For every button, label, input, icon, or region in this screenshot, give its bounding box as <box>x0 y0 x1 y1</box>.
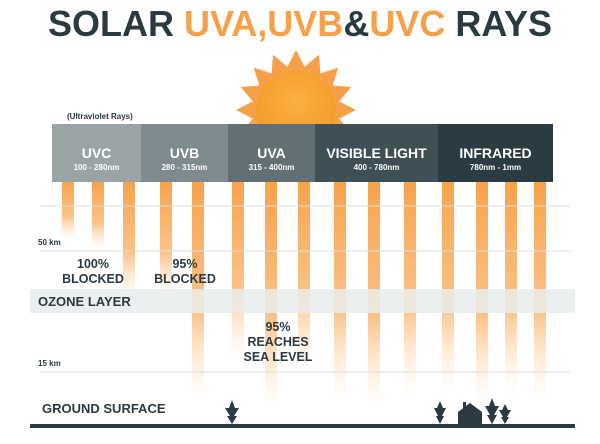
altitude-label: 50 km <box>38 238 61 247</box>
ozone-band <box>30 289 575 313</box>
ray <box>442 182 454 390</box>
annotation-line: BLOCKED <box>154 272 216 286</box>
scenery <box>225 398 511 424</box>
annotation-line: BLOCKED <box>62 272 124 286</box>
band-label: VISIBLE LIGHT <box>326 145 427 161</box>
title-part: RAYS <box>455 3 552 44</box>
annotation-line: REACHES <box>247 335 308 349</box>
ozone-label: OZONE LAYER <box>38 294 131 309</box>
band-range: 315 - 400nm <box>249 163 295 172</box>
annotation-line: 95% <box>172 257 197 271</box>
ray <box>123 182 135 300</box>
ray <box>232 182 244 360</box>
ground-label: GROUND SURFACE <box>42 401 166 416</box>
ray <box>404 182 416 395</box>
title-part: UVC <box>369 3 445 44</box>
band <box>315 124 438 182</box>
title-part: & <box>343 3 369 44</box>
band-label: UVA <box>257 145 286 161</box>
title-part: SOLAR <box>48 3 174 44</box>
band-range: 100 - 280nm <box>74 163 120 172</box>
band-range: 780nm - 1mm <box>470 163 521 172</box>
band <box>438 124 553 182</box>
spectrum-bar: UVC 100 - 280nm UVB 280 - 315nm UVA 315 - 400… <box>52 124 553 182</box>
ray <box>62 182 74 240</box>
ray <box>298 182 310 375</box>
band-range: 280 - 315nm <box>162 163 208 172</box>
band-range: 400 - 780nm <box>354 163 400 172</box>
ray <box>160 182 172 300</box>
annotation-line: 100% <box>77 257 109 271</box>
ray <box>505 182 517 395</box>
subtitle: (Ultraviolet Rays) <box>67 112 133 121</box>
band-label: INFRARED <box>459 145 531 161</box>
band <box>228 124 315 182</box>
altitude-label: 15 km <box>38 359 61 368</box>
title-part: UVA,UVB <box>184 3 343 44</box>
band-label: UVB <box>170 145 200 161</box>
annotation-line: 95% <box>265 320 290 334</box>
band <box>141 124 228 182</box>
ground-line <box>30 424 575 428</box>
band-label: UVC <box>82 145 112 161</box>
band <box>52 124 141 182</box>
annotation-line: SEA LEVEL <box>244 350 313 364</box>
ray <box>92 182 104 250</box>
title: SOLAR UVA,UVB&UVC RAYS <box>48 3 552 44</box>
